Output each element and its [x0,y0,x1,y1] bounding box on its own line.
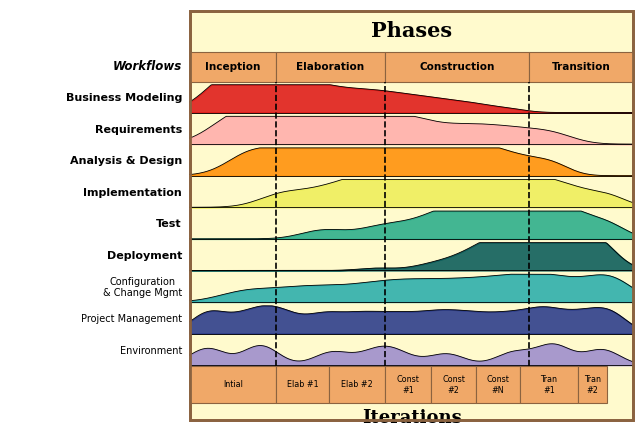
Text: Construction: Construction [419,62,494,72]
Text: Inception: Inception [205,62,260,72]
Text: Analysis & Design: Analysis & Design [69,156,182,166]
Text: Const
#2: Const #2 [442,375,465,394]
Text: Tran
#1: Tran #1 [541,375,557,394]
Text: Implementation: Implementation [83,188,182,198]
Text: Phases: Phases [371,21,452,41]
Bar [276,52,385,82]
Text: Tran
#2: Tran #2 [584,375,601,394]
Bar [385,366,431,403]
Bar [520,366,578,403]
Bar [431,366,476,403]
Bar [385,52,529,82]
Text: Elab #1: Elab #1 [287,380,319,389]
Text: Intial: Intial [223,380,243,389]
Text: Const
#N: Const #N [487,375,509,394]
Text: Test: Test [156,219,182,229]
Bar [190,11,633,420]
Bar [329,366,385,403]
Text: Configuration
& Change Mgmt: Configuration & Change Mgmt [103,277,182,298]
Text: Environment: Environment [120,345,182,356]
Text: Business Modeling: Business Modeling [66,93,182,103]
Bar [276,366,329,403]
Text: Elab #2: Elab #2 [341,380,373,389]
Text: Const
#1: Const #1 [397,375,420,394]
Text: Project Management: Project Management [81,314,182,324]
Bar [190,11,633,420]
Bar [578,366,607,403]
Bar [529,52,633,82]
Bar [476,366,520,403]
Bar [190,52,276,82]
Text: Iterations: Iterations [361,409,462,426]
Text: Workflows: Workflows [113,60,182,73]
Text: Transition: Transition [552,62,611,72]
Text: Elaboration: Elaboration [296,62,365,72]
Text: Deployment: Deployment [107,251,182,261]
Bar [190,366,276,403]
Text: Requirements: Requirements [95,124,182,135]
